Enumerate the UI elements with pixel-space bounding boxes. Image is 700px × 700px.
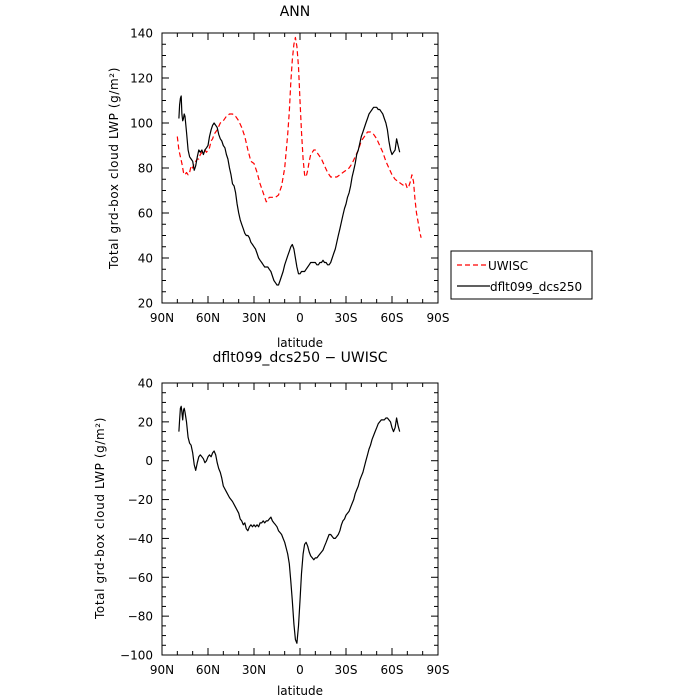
top-y-tick-label: 140: [130, 27, 153, 41]
legend-label-uwisc: UWISC: [488, 259, 528, 273]
top-x-tick-label: 60S: [381, 311, 404, 325]
bottom-chart-title: dflt099_dcs250 − UWISC: [212, 350, 387, 366]
top-x-tick-label: 90N: [150, 311, 174, 325]
bottom-y-tick-label: −100: [120, 649, 153, 663]
bottom-y-tick-label: −40: [128, 532, 153, 546]
bottom-x-tick-label: 0: [296, 663, 304, 677]
bottom-x-tick-label: 60N: [196, 663, 220, 677]
top-y-tick-label: 120: [130, 72, 153, 86]
bottom-y-tick-label: 40: [138, 377, 153, 391]
bottom-series-line-series-1: [178, 405, 401, 644]
top-y-tick-label: 40: [138, 252, 153, 266]
top-x-tick-label: 0: [296, 311, 304, 325]
bottom-x-tick-label: 90N: [150, 663, 174, 677]
bottom-y-tick-label: 0: [145, 454, 153, 468]
bottom-x-tick-label: 90S: [427, 663, 450, 677]
bottom-y-tick-label: −80: [128, 610, 153, 624]
top-x-axis-label: latitude: [277, 336, 323, 350]
top-y-tick-label: 60: [138, 207, 153, 221]
bottom-y-tick-label: −20: [128, 493, 153, 507]
top-chart-title: ANN: [280, 4, 311, 20]
top-x-tick-label: 30S: [335, 311, 358, 325]
bottom-y-tick-label: −60: [128, 571, 153, 585]
top-x-tick-label: 60N: [196, 311, 220, 325]
top-series-line-uwisc: [176, 36, 422, 238]
bottom-x-tick-label: 30N: [242, 663, 266, 677]
top-x-tick-label: 30N: [242, 311, 266, 325]
top-y-tick-label: 100: [130, 117, 153, 131]
top-x-tick-label: 90S: [427, 311, 450, 325]
top-chart-frame: [161, 32, 439, 304]
bottom-chart-panel: dflt099_dcs250 − UWISC 90N 60N 30N 0 30S 60S 9…: [93, 350, 449, 698]
legend-box: [450, 250, 593, 300]
legend-label-dflt099-dcs250: dflt099_dcs250: [490, 280, 582, 294]
top-y-axis-label: Total grd-box cloud LWP (g/m²): [107, 67, 121, 270]
bottom-x-axis-label: latitude: [277, 684, 323, 698]
top-y-tick-label: 20: [138, 297, 153, 311]
top-chart-panel: ANN 90N 60N 30N 0 30S 60S 90S 20 40 60 80 100 120 140…: [107, 4, 449, 350]
bottom-chart-frame: [161, 382, 439, 656]
bottom-y-tick-label: 20: [138, 415, 153, 429]
bottom-x-tick-label: 30S: [335, 663, 358, 677]
legend: UWISC dflt099_dcs250: [450, 250, 593, 300]
bottom-y-axis-label: Total grd-box cloud LWP (g/m²): [93, 417, 107, 620]
top-series-line-dflt099-dcs250: [178, 95, 401, 286]
top-y-tick-label: 80: [138, 162, 153, 176]
bottom-x-tick-label: 60S: [381, 663, 404, 677]
